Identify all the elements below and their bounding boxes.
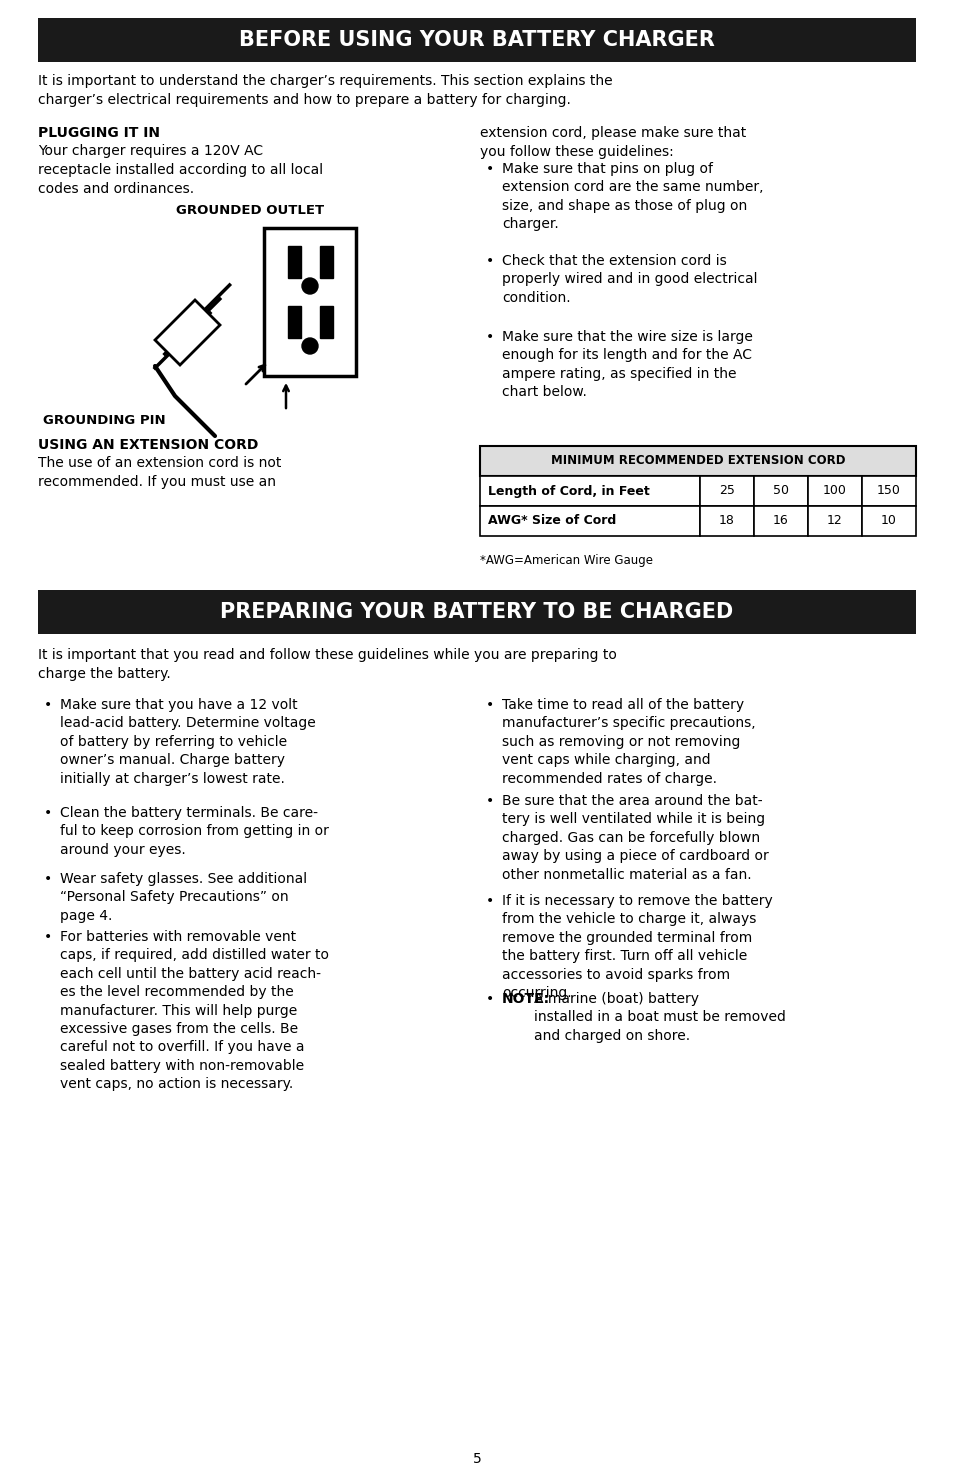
Text: •: • (485, 794, 494, 808)
Bar (264, 229, 355, 376)
Text: 12: 12 (826, 515, 842, 528)
Text: If it is necessary to remove the battery
from the vehicle to charge it, always
r: If it is necessary to remove the battery… (501, 894, 772, 1000)
Text: •: • (44, 805, 52, 820)
Text: •: • (44, 698, 52, 712)
Bar (807, 506, 862, 535)
Bar (319, 246, 333, 277)
Text: GROUNDED OUTLET: GROUNDED OUTLET (175, 204, 324, 217)
Text: 50: 50 (772, 484, 788, 497)
Text: For batteries with removable vent
caps, if required, add distilled water to
each: For batteries with removable vent caps, … (60, 931, 329, 1092)
Text: Take time to read all of the battery
manufacturer’s specific precautions,
such a: Take time to read all of the battery man… (501, 698, 755, 786)
Text: Your charger requires a 120V AC
receptacle installed according to all local
code: Your charger requires a 120V AC receptac… (38, 145, 323, 196)
Text: The use of an extension cord is not
recommended. If you must use an: The use of an extension cord is not reco… (38, 456, 281, 488)
Text: •: • (485, 330, 494, 344)
Text: Make sure that the wire size is large
enough for its length and for the AC
amper: Make sure that the wire size is large en… (501, 330, 752, 400)
Polygon shape (154, 299, 220, 364)
Text: •: • (485, 698, 494, 712)
Text: Make sure that pins on plug of
extension cord are the same number,
size, and sha: Make sure that pins on plug of extension… (501, 162, 762, 232)
Text: Clean the battery terminals. Be care-
ful to keep corrosion from getting in or
a: Clean the battery terminals. Be care- fu… (60, 805, 329, 857)
Bar (479, 476, 700, 506)
Bar (319, 305, 333, 338)
Text: •: • (44, 872, 52, 886)
Text: USING AN EXTENSION CORD: USING AN EXTENSION CORD (38, 438, 258, 451)
Text: •: • (44, 931, 52, 944)
Text: •: • (485, 993, 494, 1006)
Text: 18: 18 (719, 515, 734, 528)
Bar (38, 590, 915, 634)
Text: GROUNDING PIN: GROUNDING PIN (43, 414, 166, 426)
Text: 100: 100 (822, 484, 846, 497)
Circle shape (302, 277, 317, 294)
Text: Wear safety glasses. See additional
“Personal Safety Precautions” on
page 4.: Wear safety glasses. See additional “Per… (60, 872, 307, 923)
Text: MINIMUM RECOMMENDED EXTENSION CORD: MINIMUM RECOMMENDED EXTENSION CORD (550, 454, 844, 468)
Text: extension cord, please make sure that
you follow these guidelines:: extension cord, please make sure that yo… (479, 125, 745, 159)
Bar (753, 476, 807, 506)
Text: 25: 25 (719, 484, 734, 497)
Text: Be sure that the area around the bat-
tery is well ventilated while it is being
: Be sure that the area around the bat- te… (501, 794, 768, 882)
Text: Length of Cord, in Feet: Length of Cord, in Feet (488, 484, 649, 497)
Text: It is important that you read and follow these guidelines while you are preparin: It is important that you read and follow… (38, 648, 617, 681)
Text: •: • (485, 162, 494, 176)
Text: NOTE:: NOTE: (501, 993, 550, 1006)
Text: Make sure that you have a 12 volt
lead-acid battery. Determine voltage
of batter: Make sure that you have a 12 volt lead-a… (60, 698, 315, 786)
Bar (288, 246, 301, 277)
Bar (479, 506, 700, 535)
Bar (753, 506, 807, 535)
Text: 16: 16 (772, 515, 788, 528)
Text: •: • (485, 254, 494, 268)
Bar (862, 476, 915, 506)
Text: 5: 5 (472, 1451, 481, 1466)
Bar (700, 506, 753, 535)
Bar (38, 18, 915, 62)
Bar (479, 445, 915, 476)
Text: *AWG=American Wire Gauge: *AWG=American Wire Gauge (479, 555, 652, 566)
Text: Check that the extension cord is
properly wired and in good electrical
condition: Check that the extension cord is properl… (501, 254, 757, 305)
Bar (862, 506, 915, 535)
Text: PLUGGING IT IN: PLUGGING IT IN (38, 125, 160, 140)
Text: BEFORE USING YOUR BATTERY CHARGER: BEFORE USING YOUR BATTERY CHARGER (239, 30, 714, 50)
Text: 150: 150 (876, 484, 900, 497)
Text: A marine (boat) battery
installed in a boat must be removed
and charged on shore: A marine (boat) battery installed in a b… (534, 993, 785, 1043)
Text: It is important to understand the charger’s requirements. This section explains : It is important to understand the charge… (38, 74, 612, 108)
Text: AWG* Size of Cord: AWG* Size of Cord (488, 515, 616, 528)
Text: PREPARING YOUR BATTERY TO BE CHARGED: PREPARING YOUR BATTERY TO BE CHARGED (220, 602, 733, 622)
Bar (288, 305, 301, 338)
Text: •: • (485, 894, 494, 909)
Circle shape (302, 338, 317, 354)
Text: 10: 10 (881, 515, 896, 528)
Bar (700, 476, 753, 506)
Bar (807, 476, 862, 506)
